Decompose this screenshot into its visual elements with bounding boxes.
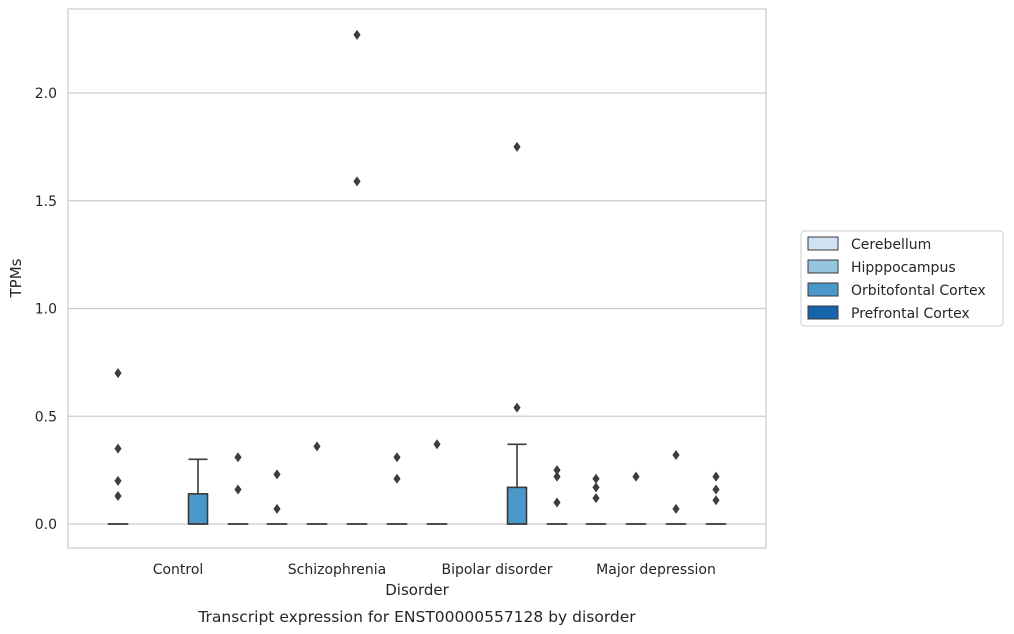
legend-label: Orbitofontal Cortex (851, 283, 986, 299)
outlier-point (672, 503, 680, 514)
box-2-2 (506, 443, 528, 525)
x-tick-label: Major depression (596, 562, 716, 578)
figure-caption: Transcript expression for ENST0000055712… (197, 608, 636, 626)
gridlines (68, 92, 766, 525)
outlier-point (114, 368, 122, 379)
legend-swatch (807, 259, 839, 274)
x-axis-label: Disorder (385, 581, 449, 599)
outlier-point (393, 452, 401, 463)
outlier-point (553, 471, 561, 482)
outlier-point (114, 490, 122, 501)
y-tick-label: 1.5 (35, 194, 57, 210)
outlier-point (553, 497, 561, 508)
outlier-point (712, 495, 720, 506)
outlier-point (553, 465, 561, 476)
x-tick-label: Bipolar disorder (441, 562, 552, 578)
outliers (114, 29, 720, 514)
legend-frame (800, 230, 1004, 327)
outlier-point (273, 503, 281, 514)
outlier-point (712, 484, 720, 495)
x-tick-label: Schizophrenia (288, 562, 386, 578)
outlier-point (632, 471, 640, 482)
y-tick-labels: 0.0 0.5 1.0 1.5 2.0 (35, 86, 57, 533)
outlier-point (353, 29, 361, 40)
legend-label: Prefrontal Cortex (851, 306, 970, 322)
outlier-point (672, 450, 680, 461)
boxes (107, 443, 727, 525)
plot-frame (67, 8, 767, 549)
legend-swatch (807, 305, 839, 320)
outlier-point (273, 469, 281, 480)
outlier-point (513, 402, 521, 413)
outlier-point (313, 441, 321, 452)
legend-swatch (807, 282, 839, 297)
box-0-2 (187, 458, 209, 525)
outlier-point (234, 484, 242, 495)
y-tick-label: 1.0 (35, 302, 57, 318)
outlier-point (592, 473, 600, 484)
outlier-point (513, 141, 521, 152)
legend: Cerebellum Hipppocampus Orbitofontal Corte… (800, 230, 1004, 327)
legend-label: Cerebellum (851, 237, 931, 253)
outlier-point (592, 482, 600, 493)
y-axis-label: TPMs (7, 258, 25, 298)
outlier-point (433, 439, 441, 450)
y-tick-label: 2.0 (35, 86, 57, 102)
box-body (187, 493, 209, 525)
legend-swatch (807, 236, 839, 251)
outlier-point (114, 443, 122, 454)
outlier-point (393, 473, 401, 484)
y-tick-label: 0.5 (35, 409, 57, 425)
x-tick-label: Control (153, 562, 204, 578)
outlier-point (114, 475, 122, 486)
outlier-point (353, 176, 361, 187)
outlier-point (712, 471, 720, 482)
legend-label: Hipppocampus (851, 260, 956, 276)
x-tick-labels: Control Schizophrenia Bipolar disorder Majo… (153, 562, 716, 578)
outlier-point (592, 493, 600, 504)
box-body (506, 486, 528, 525)
y-tick-label: 0.0 (35, 517, 57, 533)
outlier-point (234, 452, 242, 463)
